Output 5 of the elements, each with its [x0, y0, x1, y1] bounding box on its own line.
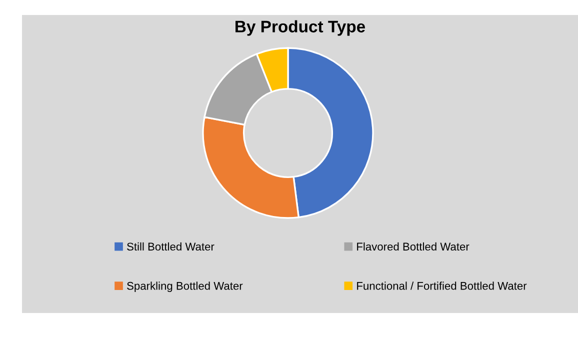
- legend-label: Sparkling Bottled Water: [127, 282, 243, 292]
- legend-label: Still Bottled Water: [127, 242, 214, 251]
- legend-label: Functional / Fortified Bottled Water: [357, 282, 527, 290]
- legend-label: Flavored Bottled Water: [357, 242, 470, 251]
- chart-title: By Product Type: [236, 20, 366, 36]
